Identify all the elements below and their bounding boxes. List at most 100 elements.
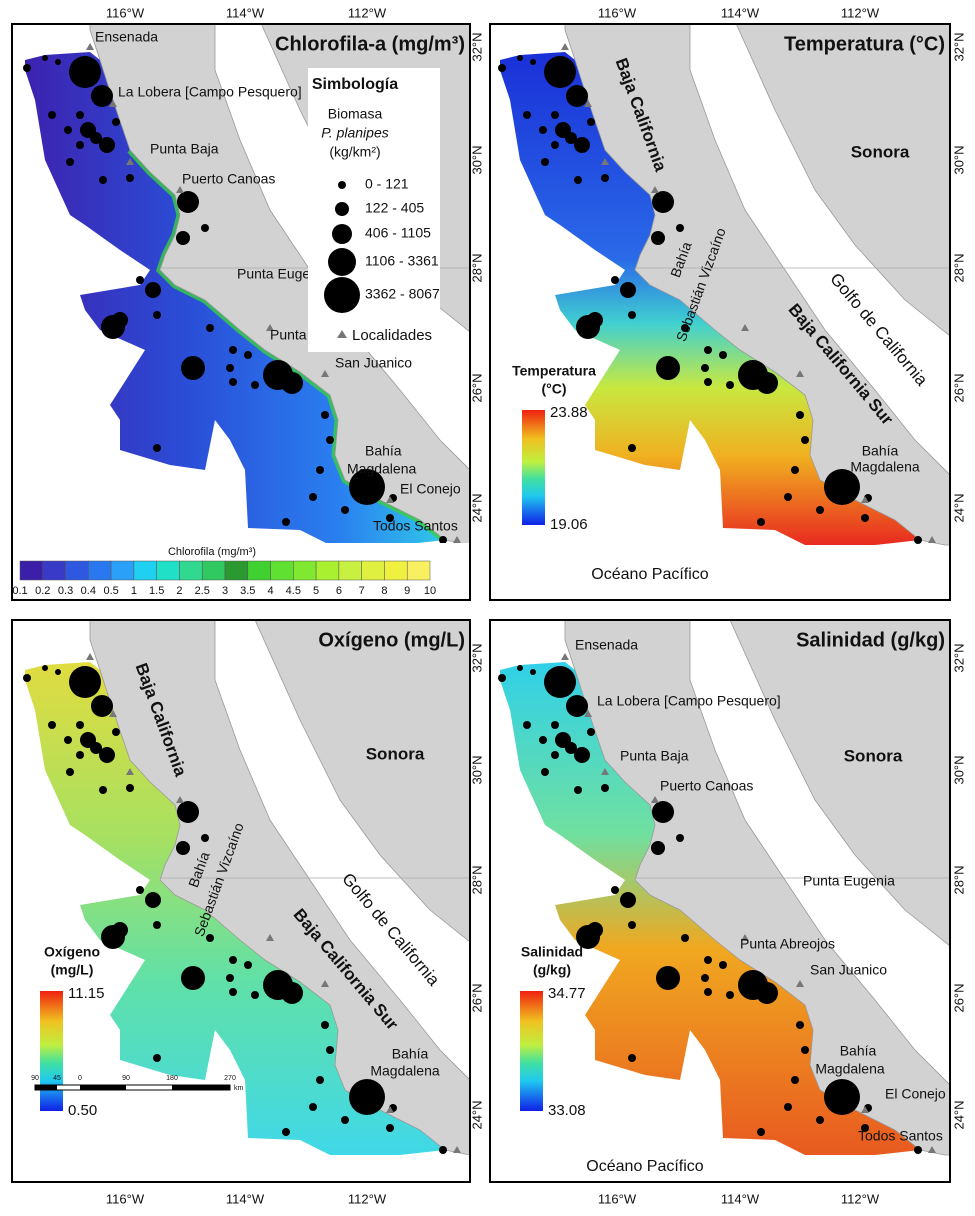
station-dot xyxy=(309,493,317,501)
station-dot xyxy=(523,721,531,729)
colorbar-label: 2 xyxy=(176,585,182,597)
station-dot xyxy=(551,721,559,729)
station-dot xyxy=(726,991,734,999)
colorbar-label: 9 xyxy=(404,585,410,597)
place-label: Bahía xyxy=(862,443,899,459)
scale-bar-segment xyxy=(172,1085,230,1090)
station-dot xyxy=(64,736,72,744)
station-dot xyxy=(551,111,559,119)
colorbar-label: 6 xyxy=(336,585,342,597)
place-label: Océano Pacífico xyxy=(591,566,709,583)
station-dot xyxy=(551,141,559,149)
station-dot xyxy=(23,674,31,682)
station-dot xyxy=(628,921,636,929)
colorbar-label: 0.5 xyxy=(103,585,118,597)
station-dot xyxy=(628,1054,636,1062)
station-dot xyxy=(704,988,712,996)
station-dot xyxy=(439,1146,447,1154)
lat-label: 26°N xyxy=(951,373,966,402)
station-dot xyxy=(756,372,778,394)
locality-marker xyxy=(109,100,117,107)
station-dot xyxy=(676,224,684,232)
legend-dot xyxy=(338,181,346,189)
colorbar-label: 10 xyxy=(424,585,436,597)
station-dot xyxy=(76,751,84,759)
station-dot xyxy=(126,174,134,182)
locality-marker xyxy=(386,1106,394,1113)
colorbar-label: 3 xyxy=(222,585,228,597)
colorbar-max: 34.77 xyxy=(548,985,586,1002)
station-dot xyxy=(76,141,84,149)
legend-class: 122 - 405 xyxy=(365,200,424,216)
colorbar-title: (g/kg) xyxy=(533,962,571,978)
place-label: Magdalena xyxy=(370,1063,439,1079)
locality-marker xyxy=(561,653,569,660)
station-dot xyxy=(704,346,712,354)
lon-label: 114°W xyxy=(721,5,760,20)
station-dot xyxy=(112,312,128,328)
station-dot xyxy=(861,514,869,522)
lat-label: 32°N xyxy=(469,643,484,672)
locality-marker xyxy=(741,324,749,331)
station-dot xyxy=(756,982,778,1004)
lat-label: 24°N xyxy=(951,1100,966,1129)
station-dot xyxy=(226,364,234,372)
panel-frame xyxy=(11,23,471,601)
station-dot xyxy=(229,956,237,964)
station-dot xyxy=(66,768,74,776)
station-dot xyxy=(719,961,727,969)
colorbar-title: Oxígeno xyxy=(44,944,100,960)
locality-marker xyxy=(453,1146,461,1153)
station-dot xyxy=(914,1146,922,1154)
locality-marker xyxy=(86,653,94,660)
station-dot xyxy=(206,324,214,332)
lon-label: 112°W xyxy=(348,1191,387,1206)
place-label: Punta Abreojos xyxy=(740,936,835,952)
place-label: Puerto Canoas xyxy=(182,171,275,187)
lat-label: 30°N xyxy=(469,755,484,784)
station-dot xyxy=(587,312,603,328)
station-dot xyxy=(91,695,113,717)
locality-marker xyxy=(176,796,184,803)
station-dot xyxy=(42,55,48,61)
place-label: Punta Eugenia xyxy=(237,266,329,282)
colorbar-min: 33.08 xyxy=(548,1102,586,1119)
gulf xyxy=(689,620,950,1086)
station-dot xyxy=(530,59,536,65)
colorbar-min: 19.06 xyxy=(550,516,588,533)
locality-marker xyxy=(109,710,117,717)
locality-marker xyxy=(266,324,274,331)
station-dot xyxy=(628,444,636,452)
station-dot xyxy=(676,834,684,842)
colorbar-label: 0.3 xyxy=(58,585,73,597)
place-label: Ensenada xyxy=(575,637,638,653)
locality-marker xyxy=(453,536,461,543)
station-dot xyxy=(566,85,588,107)
place-label: Magdalena xyxy=(815,1061,884,1077)
station-dot xyxy=(801,436,809,444)
lon-label: 112°W xyxy=(841,5,880,20)
panel-title: Chlorofila-a (mg/m³) xyxy=(275,33,465,55)
locality-marker xyxy=(126,768,134,775)
map-panel xyxy=(498,24,950,546)
station-dot xyxy=(91,85,113,107)
station-dot xyxy=(341,506,349,514)
station-dot xyxy=(136,276,144,284)
station-dot xyxy=(145,892,161,908)
lon-label: 116°W xyxy=(598,1191,637,1206)
station-dot xyxy=(791,466,799,474)
panel-frame xyxy=(489,23,951,601)
station-dot xyxy=(326,436,334,444)
legend-class: 0 - 121 xyxy=(365,176,409,192)
colorbar-swatch xyxy=(201,560,226,581)
gulf xyxy=(689,24,950,476)
station-dot xyxy=(349,1079,385,1115)
place-label: El Conejo xyxy=(885,1086,946,1102)
legend-dot xyxy=(332,224,352,244)
station-dot xyxy=(656,356,680,380)
station-dot xyxy=(112,922,128,938)
legend-locality-marker xyxy=(337,330,347,338)
station-dot xyxy=(321,1021,329,1029)
lon-label: 116°W xyxy=(106,5,145,20)
lat-label: 32°N xyxy=(951,32,966,61)
